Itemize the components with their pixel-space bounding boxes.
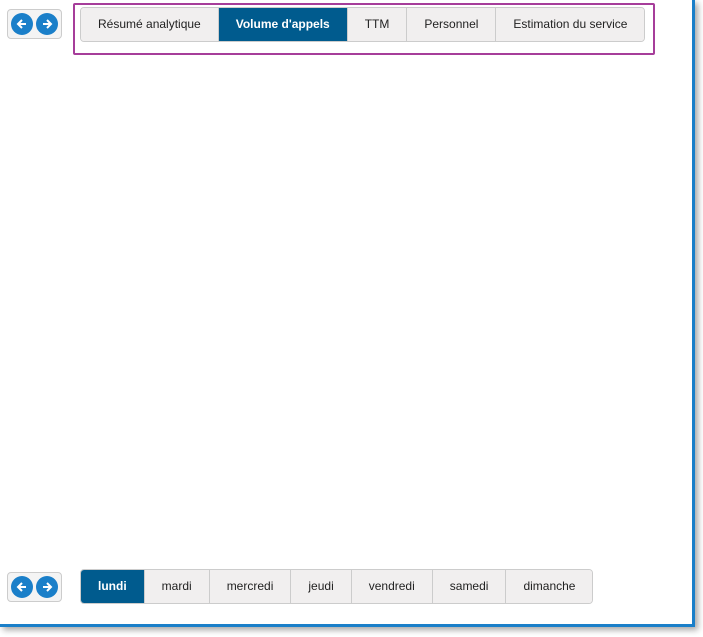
tab[interactable]: TTM	[347, 8, 408, 41]
day-button[interactable]: lundi	[81, 570, 145, 603]
top-nav: -2002040608016 juin 12:00...16 juin 04:4…	[7, 9, 62, 39]
day-button[interactable]: mardi	[144, 570, 210, 603]
tab[interactable]: Personnel	[407, 8, 497, 41]
chart	[0, 0, 692, 560]
day-button[interactable]: vendredi	[351, 570, 433, 603]
day-button[interactable]: dimanche	[506, 570, 593, 603]
window: -2002040608016 juin 12:00...16 juin 04:4…	[0, 0, 695, 627]
day-button[interactable]: jeudi	[291, 570, 352, 603]
day-button[interactable]: samedi	[432, 570, 507, 603]
bottom-nav	[7, 572, 62, 602]
tab[interactable]: Résumé analytique	[81, 8, 219, 41]
tab-highlight	[73, 3, 655, 55]
tab[interactable]: Volume d'appels	[218, 8, 348, 41]
prev-button[interactable]	[11, 576, 33, 598]
next-button[interactable]	[36, 13, 58, 35]
day-bar: lundi mardi mercredi jeudi vendredi samedi dim…	[80, 569, 594, 604]
tab[interactable]: Estimation du service	[496, 8, 645, 41]
prev-button[interactable]: -2002040608016 juin 12:00...16 juin 04:4…	[11, 13, 33, 35]
next-button[interactable]	[36, 576, 58, 598]
tab-bar: Résumé analytique Volume d'appels TTM Perso…	[80, 7, 646, 42]
day-button[interactable]: mercredi	[209, 570, 292, 603]
